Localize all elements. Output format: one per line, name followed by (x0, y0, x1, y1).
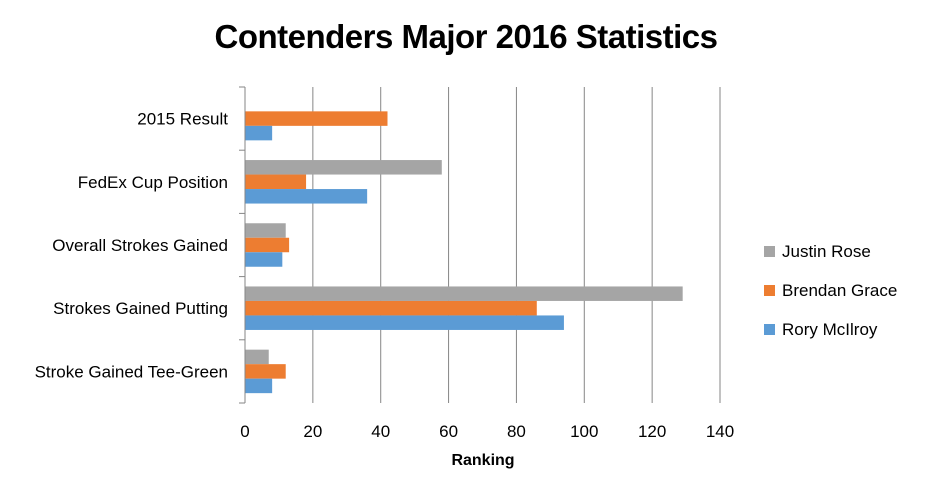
bar-brendan-grace-4 (245, 364, 286, 379)
bar-rory-mcilroy-2 (245, 252, 283, 267)
bar-rory-mcilroy-1 (245, 189, 368, 204)
bar-brendan-grace-1 (245, 174, 307, 190)
x-tick-label-100: 100 (570, 422, 598, 441)
bar-rory-mcilroy-0 (245, 125, 273, 141)
legend-swatch (764, 285, 775, 296)
bar-rory-mcilroy-3 (245, 315, 564, 330)
legend-swatch (764, 246, 775, 257)
bars (245, 111, 683, 394)
axis-labels: 0 20 40 60 80 100 120 140 2015 Result FedEx Cup P… (35, 110, 735, 441)
chart-title: Contenders Major 2016 Statistics (214, 18, 718, 55)
bar-justin-rose-3 (245, 286, 683, 301)
bar-justin-rose-2 (245, 223, 286, 238)
bar-justin-rose-4 (245, 349, 269, 365)
category-label-0: 2015 Result (137, 110, 228, 129)
legend-label: Rory McIlroy (782, 319, 878, 339)
bar-rory-mcilroy-4 (245, 378, 273, 394)
legend: Justin Rose Brendan Grace Rory McIlroy (764, 232, 897, 349)
bar-brendan-grace-3 (245, 300, 537, 316)
legend-label: Brendan Grace (782, 280, 898, 300)
grid-lines (312, 87, 721, 403)
bar-justin-rose-1 (245, 160, 442, 175)
category-label-1: FedEx Cup Position (78, 173, 228, 192)
x-tick-label-60: 60 (439, 422, 458, 441)
category-label-3: Strokes Gained Putting (53, 299, 228, 318)
legend-item-rory-mcilroy: Rory McIlroy (764, 310, 897, 349)
bar-brendan-grace-0 (245, 111, 388, 126)
x-tick-label-40: 40 (371, 422, 390, 441)
x-tick-label-80: 80 (507, 422, 526, 441)
x-tick-label-120: 120 (638, 422, 666, 441)
legend-item-brendan-grace: Brendan Grace (764, 271, 897, 310)
legend-label: Justin Rose (782, 241, 871, 261)
category-label-2: Overall Strokes Gained (52, 236, 228, 255)
bar-brendan-grace-2 (245, 237, 290, 253)
x-tick-label-20: 20 (303, 422, 322, 441)
legend-item-justin-rose: Justin Rose (764, 232, 897, 271)
x-tick-label-0: 0 (240, 422, 249, 441)
x-axis-title: Ranking (451, 452, 515, 469)
x-tick-label-140: 140 (706, 422, 734, 441)
legend-swatch (764, 324, 775, 335)
axes (239, 86, 246, 404)
category-label-4: Stroke Gained Tee-Green (35, 362, 228, 381)
